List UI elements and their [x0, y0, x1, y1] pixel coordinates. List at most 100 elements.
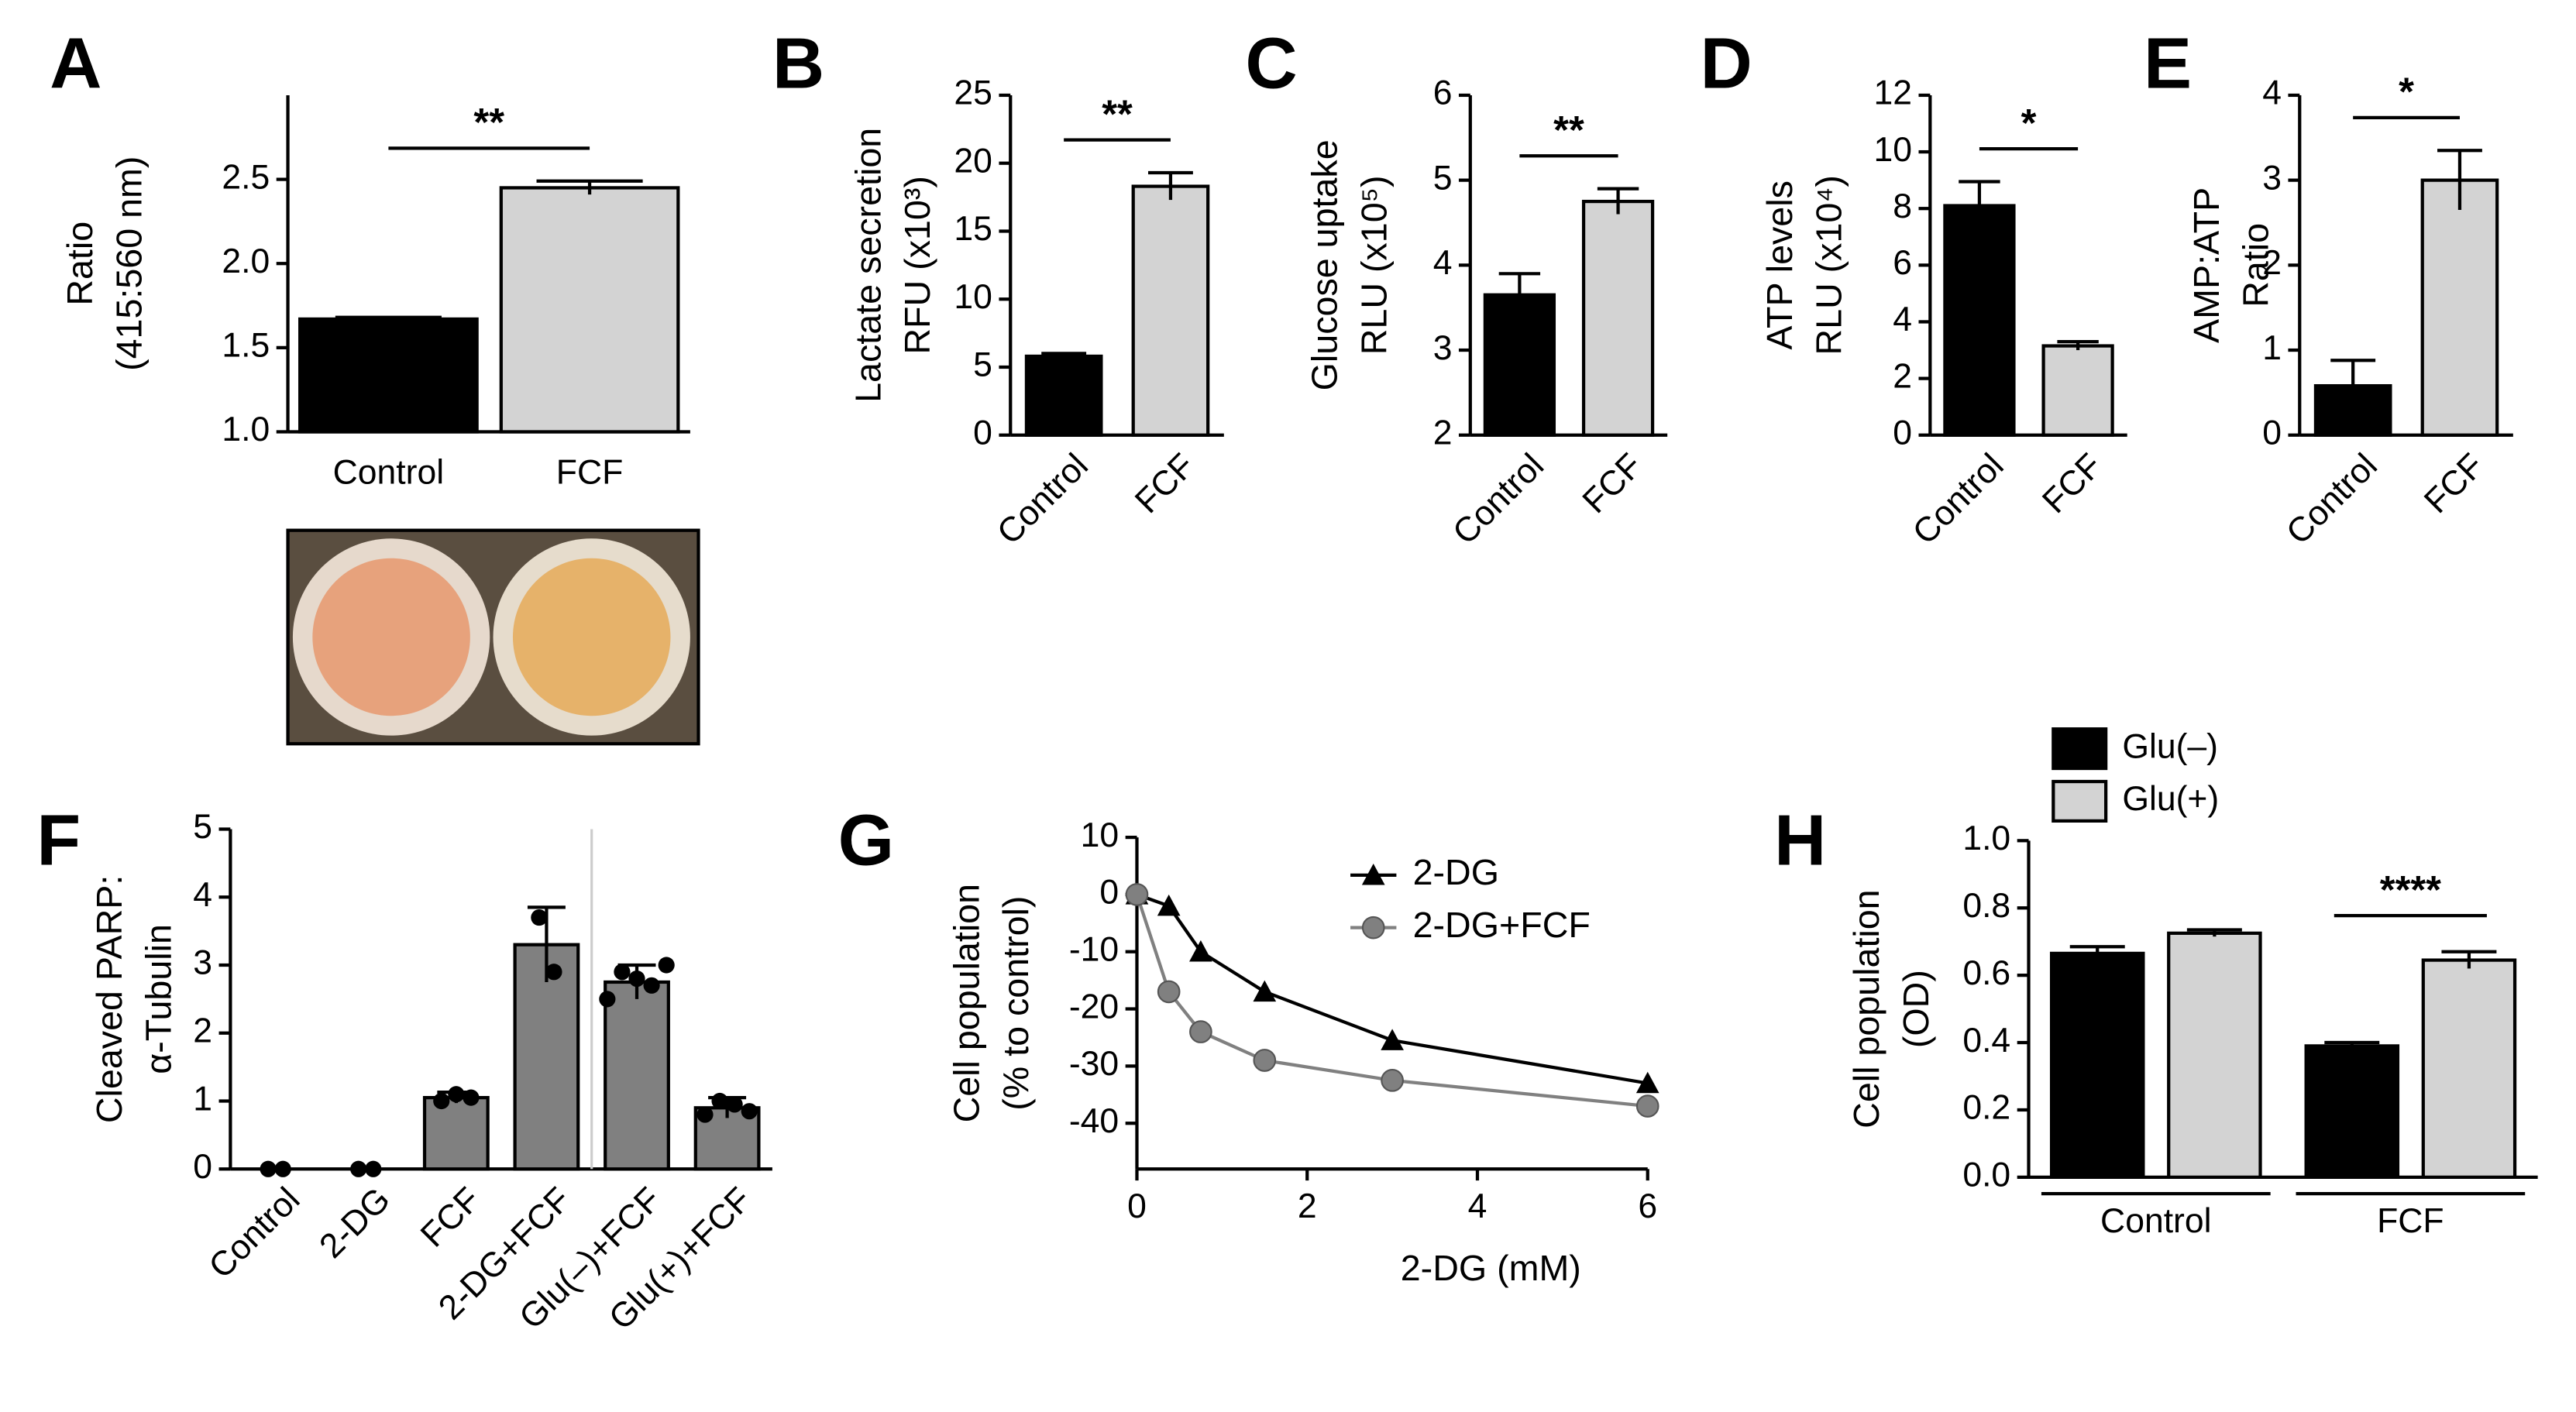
error-bar [1959, 180, 2000, 230]
y-axis-label: α-Tubulin [139, 924, 179, 1074]
y-tick-label: 0.6 [1962, 954, 2010, 992]
y-tick-label: 0 [1893, 414, 1912, 452]
data-point [711, 1092, 728, 1110]
y-tick-label: 4 [2262, 74, 2282, 112]
legend-label: Glu(+) [2122, 780, 2219, 818]
x-tick-label: 6 [1638, 1187, 1657, 1225]
y-tick-label: 2 [1893, 357, 1912, 395]
x-tick-label: Control [990, 446, 1095, 551]
data-point [614, 964, 631, 981]
series-line [1135, 894, 1648, 1108]
y-tick-label: 5 [1433, 159, 1453, 197]
y-tick-label: 1.0 [222, 411, 270, 448]
bar [1581, 199, 1655, 437]
error-bar [2057, 339, 2099, 351]
significance-label: ** [1553, 108, 1584, 152]
y-tick-label: 4 [1433, 244, 1453, 282]
y-tick-label: 2.0 [222, 242, 270, 280]
data-point [448, 1086, 465, 1103]
x-tick-label: Control [2279, 446, 2385, 551]
data-point [350, 1160, 367, 1177]
error-bar [536, 179, 643, 195]
y-tick-label: -10 [1069, 930, 1119, 968]
error-bar [2437, 149, 2482, 211]
y-axis-label: RLU (x10⁴) [1808, 175, 1849, 356]
y-axis-label: Ratio [60, 222, 100, 306]
x-tick-label: FCF [2035, 446, 2110, 520]
error-bar [2324, 1040, 2380, 1050]
y-axis-label: Lactate secretion [848, 128, 888, 403]
bar [2049, 951, 2145, 1179]
marker [1635, 1071, 1659, 1094]
x-tick-label: Control [333, 453, 444, 491]
data-point [628, 970, 645, 988]
bar [2421, 958, 2517, 1179]
y-tick-label: 6 [1893, 244, 1912, 282]
marker [1157, 980, 1181, 1004]
y-tick-label: 1 [2262, 329, 2282, 367]
data-point [365, 1160, 382, 1177]
x-tick-label: FCF [2417, 446, 2492, 520]
y-tick-label: 6 [1433, 74, 1453, 112]
data-point [260, 1160, 277, 1177]
x-tick-label: 0 [1127, 1187, 1147, 1225]
y-axis-label: Cleaved PARP: [89, 875, 129, 1123]
y-axis-label: Cell population [947, 884, 987, 1122]
bar [1943, 204, 2016, 437]
y-tick-label: 0 [193, 1148, 212, 1186]
x-tick-label: FCF [1128, 446, 1202, 520]
y-tick-label: 0 [2262, 414, 2282, 452]
y-tick-label: 0.4 [1962, 1022, 2010, 1060]
error-bar [1498, 272, 1541, 317]
marker [1189, 1020, 1212, 1043]
marker [1253, 1049, 1277, 1072]
y-tick-label: 5 [973, 346, 992, 384]
x-tick-label: FCF [556, 453, 624, 491]
y-tick-label: 2 [2262, 244, 2282, 282]
y-axis-label: Cell population [1846, 889, 1886, 1128]
error-bar [2441, 950, 2497, 969]
significance-label: ** [473, 100, 504, 144]
x-tick-label: FCF [1576, 446, 1650, 520]
y-tick-label: 8 [1893, 187, 1912, 225]
y-tick-label: 12 [1874, 74, 1913, 112]
y-tick-label: 2 [193, 1012, 212, 1050]
panel-label: E [2144, 23, 2192, 104]
data-point [433, 1092, 450, 1110]
y-tick-label: 2 [1433, 414, 1453, 452]
error-bar [1041, 352, 1087, 359]
y-tick-label: 1.0 [1962, 819, 2010, 857]
significance-label: * [2021, 101, 2037, 145]
data-point [274, 1160, 291, 1177]
bar [1483, 293, 1556, 437]
y-axis-label: (% to control) [996, 896, 1036, 1111]
panel-label: C [1245, 23, 1297, 104]
y-tick-label: 0.8 [1962, 887, 2010, 925]
x-tick-label: 2 [1298, 1187, 1317, 1225]
y-tick-label: 0 [973, 414, 992, 452]
error-bar [335, 315, 442, 321]
legend-swatch [2052, 727, 2108, 771]
panel-label: G [838, 799, 895, 880]
data-point [741, 1103, 758, 1120]
y-tick-label: 4 [1893, 301, 1912, 338]
x-tick-label: Control [201, 1180, 307, 1286]
y-tick-label: 1 [193, 1080, 212, 1118]
bar [2420, 178, 2499, 437]
series-line [1136, 892, 1649, 1085]
panel-label: D [1701, 23, 1752, 104]
y-tick-label: -30 [1069, 1045, 1119, 1083]
y-axis-label: AMP:ATP [2186, 187, 2227, 343]
panel-label: B [772, 23, 824, 104]
marker [1381, 1069, 1404, 1092]
y-tick-label: 1.5 [222, 327, 270, 365]
legend-label: 2-DG [1413, 852, 1499, 892]
marker [1189, 940, 1212, 962]
significance-label: ** [1102, 91, 1133, 136]
data-point [696, 1106, 714, 1123]
x-tick-label: 2-DG [312, 1180, 397, 1266]
y-axis-label: RLU (x10⁵) [1353, 175, 1394, 355]
panel-label: A [50, 23, 101, 104]
y-tick-label: 0 [1099, 874, 1119, 912]
